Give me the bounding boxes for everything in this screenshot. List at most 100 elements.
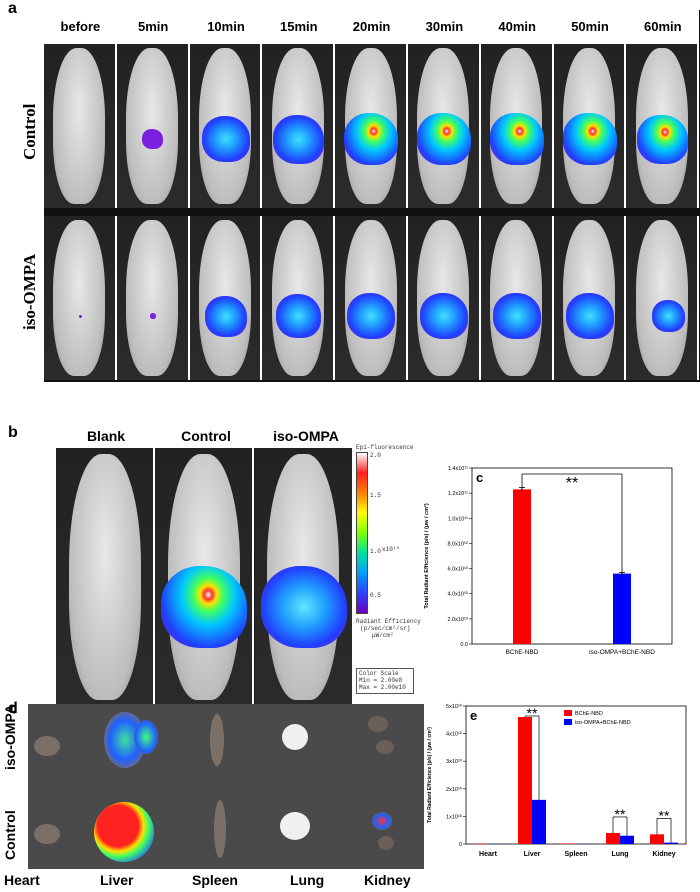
- legend-swatch: [564, 719, 572, 725]
- legend-swatch: [564, 710, 572, 716]
- mouse-body: [53, 220, 106, 376]
- color-scale-line: Max = 2.00e10: [359, 684, 406, 691]
- y-tick-label: 1x10¹⁰: [446, 813, 463, 820]
- mouse-image: [335, 44, 408, 208]
- x-tick-label: Lung: [611, 851, 628, 858]
- timepoint-label: 15min: [262, 10, 336, 44]
- fluorescence-signal: [636, 114, 688, 164]
- timepoint-label: 30min: [408, 10, 481, 44]
- timepoint-label: 20min: [335, 10, 408, 44]
- panel-d-label: d: [8, 700, 18, 717]
- mouse-image: [262, 216, 336, 380]
- significance-marker: **: [659, 807, 670, 823]
- bar: [613, 573, 631, 644]
- column-label-blank: Blank: [86, 428, 126, 444]
- row-label-control: Control: [2, 810, 18, 860]
- organ-heart: [34, 736, 60, 756]
- mouse-image: [189, 44, 263, 208]
- fluorescence-signal: [651, 300, 685, 332]
- mouse-body: [126, 48, 179, 204]
- organ-kidney: [378, 836, 394, 850]
- y-tick-label: 4.0x10¹⁰: [447, 591, 468, 598]
- mouse-image: [44, 216, 117, 380]
- significance-marker: **: [615, 806, 626, 822]
- fluorescence-signal: [161, 566, 248, 648]
- organ-lung: [280, 812, 310, 840]
- bar: [474, 843, 488, 844]
- organ-liver: [94, 802, 154, 862]
- mouse-image: [553, 216, 627, 380]
- row-label-iso-ompa: iso-OMPA: [2, 704, 18, 770]
- column-label-iso-ompa: iso-OMPA: [273, 428, 339, 444]
- timepoint-label: 60min: [626, 10, 700, 44]
- y-tick-label: 5x10¹⁰: [446, 703, 463, 710]
- fluorescence-signal: [562, 113, 617, 165]
- fluorescence-signal: [260, 566, 347, 648]
- fluorescence-signal: [347, 293, 396, 339]
- organ-kidney: [368, 716, 388, 732]
- colorbar-tick: 0.5: [370, 592, 381, 599]
- mouse-image: [56, 448, 155, 706]
- organ-label-liver: Liver: [100, 872, 134, 888]
- timepoint-label: before: [44, 10, 117, 44]
- fluorescence-signal: [489, 113, 544, 165]
- y-tick-label: 0.0: [460, 642, 468, 648]
- mouse-image: [335, 216, 408, 380]
- column-label-control: Control: [181, 428, 231, 444]
- legend-label: BChE-NBD: [575, 711, 603, 717]
- colorbar-unit: (p/sec/cm²/sr): [360, 625, 411, 632]
- fluorescence-signal: [78, 314, 82, 318]
- colorbar-unit: μW/cm²: [372, 632, 394, 639]
- legend-label: iso-OMPA+BChE-NBD: [575, 720, 631, 726]
- bar: [650, 834, 664, 844]
- colorbar-tick: 2.0: [370, 452, 381, 459]
- mouse-image: [480, 216, 554, 380]
- y-tick-label: 2.0x10¹⁰: [447, 616, 468, 623]
- y-tick-label: 4x10¹⁰: [446, 731, 463, 738]
- mouse-image: [116, 216, 190, 380]
- color-scale-box: Color Scale Min = 2.00e8 Max = 2.00e10: [356, 668, 414, 694]
- organ-label-spleen: Spleen: [192, 872, 238, 888]
- panel-c-chart: 0.0 2.0x10¹⁰ 4.0x10¹⁰ 6.0x10¹⁰ 8.0x10¹⁰ 1.0x1…: [423, 466, 673, 656]
- mouse-image: [189, 216, 263, 380]
- bar: [513, 489, 531, 644]
- bar: [606, 832, 620, 844]
- fluorescence-signal: [492, 293, 541, 339]
- organ-label-kidney: Kidney: [364, 872, 411, 888]
- organ-spleen: [210, 714, 224, 766]
- x-tick-label: Kidney: [652, 851, 675, 858]
- y-axis-label: Total Radiant Efficience (p/s) / (μw / c…: [427, 727, 433, 823]
- mouse-body: [635, 220, 688, 376]
- fluorescence-signal: [149, 313, 156, 319]
- plot-frame: [471, 467, 673, 645]
- fluorescence-signal: [204, 295, 247, 337]
- mouse-image: [626, 44, 700, 208]
- organ-kidney: [372, 812, 392, 830]
- mouse-body: [126, 220, 179, 376]
- timepoint-label: 5min: [116, 10, 190, 44]
- mouse-image: [254, 448, 354, 706]
- mouse-image: [44, 44, 117, 208]
- mouse-image: [626, 216, 700, 380]
- organ-lung: [282, 724, 308, 750]
- mouse-image: [480, 44, 554, 208]
- y-tick-label: 0: [459, 842, 462, 848]
- y-tick-label: 1.0x10¹¹: [448, 516, 468, 522]
- mouse-image: [155, 448, 255, 706]
- panel-a-label: a: [8, 0, 17, 17]
- mouse-image: [408, 216, 481, 380]
- y-tick-label: 3x10¹⁰: [446, 758, 463, 765]
- colorbar-tick: 1.0: [370, 548, 381, 555]
- mouse-image: [553, 44, 627, 208]
- organ-spleen: [214, 800, 226, 858]
- colorbar: [356, 452, 368, 614]
- y-tick-label: 1.2x10¹¹: [448, 491, 468, 497]
- bar: [620, 835, 634, 844]
- x-tick-label: Liver: [524, 851, 541, 858]
- colorbar-exponent: x10¹⁰: [382, 546, 401, 553]
- color-scale-line: Min = 2.00e8: [359, 677, 403, 684]
- mouse-image: [408, 44, 481, 208]
- panel-b-image: [56, 448, 354, 706]
- bar: [518, 717, 532, 844]
- fluorescence-signal: [142, 129, 164, 149]
